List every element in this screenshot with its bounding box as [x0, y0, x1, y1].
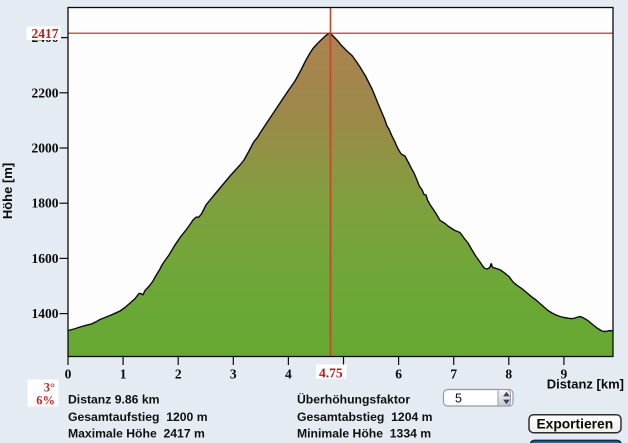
- svg-text:Gesamtabstieg 1204 m: Gesamtabstieg 1204 m: [297, 410, 433, 424]
- svg-text:1800: 1800: [32, 196, 59, 211]
- svg-text:1600: 1600: [32, 251, 59, 266]
- svg-text:3°: 3°: [44, 381, 55, 395]
- svg-text:3: 3: [230, 366, 237, 381]
- svg-text:Maximale Höhe 2417 m: Maximale Höhe 2417 m: [68, 427, 205, 441]
- svg-text:2: 2: [175, 366, 182, 381]
- svg-text:2000: 2000: [32, 141, 59, 156]
- svg-text:1: 1: [120, 366, 127, 381]
- svg-text:4: 4: [285, 366, 292, 381]
- svg-text:Distanz [km]: Distanz [km]: [547, 377, 624, 392]
- svg-text:2417: 2417: [32, 26, 59, 41]
- svg-text:1400: 1400: [32, 306, 59, 321]
- svg-text:Höhe [m]: Höhe [m]: [0, 163, 15, 219]
- svg-text:Gesamtaufstieg 1200 m: Gesamtaufstieg 1200 m: [68, 410, 208, 424]
- svg-text:4.75: 4.75: [319, 366, 343, 381]
- svg-text:9: 9: [561, 366, 568, 381]
- svg-text:7: 7: [450, 366, 457, 381]
- svg-text:Minimale Höhe 1334 m: Minimale Höhe 1334 m: [297, 427, 431, 441]
- svg-text:8: 8: [505, 366, 512, 381]
- svg-text:6: 6: [395, 366, 402, 381]
- svg-text:Distanz 9.86 km: Distanz 9.86 km: [68, 393, 160, 407]
- svg-text:6%: 6%: [36, 394, 55, 408]
- svg-text:0: 0: [65, 366, 72, 381]
- svg-text:Überhöhungsfaktor: Überhöhungsfaktor: [297, 392, 410, 407]
- svg-text:Exportieren: Exportieren: [536, 417, 613, 432]
- svg-text:2200: 2200: [32, 85, 59, 100]
- svg-text:5: 5: [455, 392, 462, 406]
